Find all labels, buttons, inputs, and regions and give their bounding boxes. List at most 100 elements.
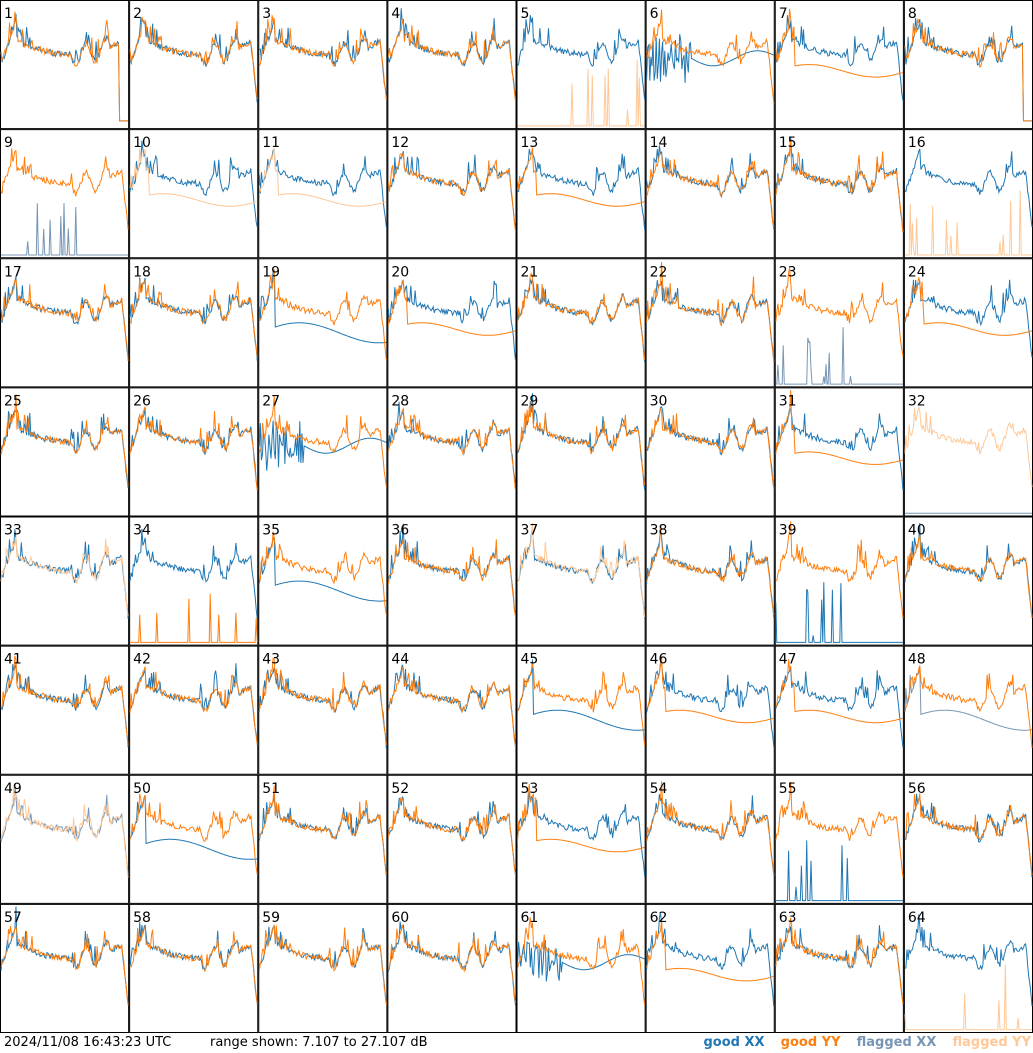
- series-xx: [904, 914, 1033, 1007]
- panel-label: 18: [133, 264, 151, 280]
- panel-frame: [774, 645, 904, 775]
- panel-label: 42: [133, 652, 151, 668]
- series-yy: [904, 665, 1033, 748]
- panel-frame: [645, 645, 775, 775]
- panel-5: 5: [516, 0, 646, 130]
- panel-label: 23: [779, 264, 797, 280]
- panel-label: 35: [262, 523, 280, 539]
- panel-28: 28: [387, 387, 517, 517]
- panel-label: 39: [779, 523, 797, 539]
- panel-33: 33: [0, 516, 130, 646]
- panel-frame: [774, 774, 904, 904]
- panel-frame: [0, 0, 130, 130]
- series-yy: [0, 655, 129, 746]
- panel-label: 14: [650, 135, 668, 151]
- panel-label: 24: [908, 264, 926, 280]
- panel-39: 39: [774, 516, 904, 646]
- panel-4: 4: [387, 0, 517, 130]
- series-yy: [904, 533, 1033, 619]
- panel-frame: [903, 645, 1033, 775]
- series-yy: [129, 279, 258, 358]
- series-yy: [517, 147, 645, 207]
- series-xx: [517, 791, 646, 877]
- panel-frame: [774, 0, 904, 130]
- panel-frame: [129, 774, 259, 904]
- panel-frame: [903, 774, 1033, 904]
- series-yy: [646, 9, 775, 104]
- panel-frame: [0, 645, 130, 775]
- panel-label: 56: [908, 781, 926, 797]
- panel-label: 34: [133, 523, 151, 539]
- series-xx: [775, 15, 904, 101]
- legend-good-yy: good YY: [780, 1035, 841, 1050]
- panel-frame: [516, 645, 646, 775]
- panel-42: 42: [129, 645, 259, 775]
- series-yy: [259, 269, 387, 361]
- series-yy: [258, 531, 387, 615]
- series-yy: [904, 277, 1033, 336]
- series-yy: [775, 8, 904, 78]
- series-yy: [904, 190, 1032, 256]
- series-yy: [0, 536, 129, 617]
- panel-label: 59: [262, 910, 280, 926]
- panel-10: 10: [129, 129, 259, 259]
- panel-frame: [645, 129, 775, 259]
- panel-frame: [258, 258, 388, 388]
- panel-label: 10: [133, 135, 151, 151]
- panel-63: 63: [774, 903, 904, 1033]
- panel-label: 28: [391, 393, 409, 409]
- panel-label: 49: [4, 781, 22, 797]
- legend-flagged-yy: flagged YY: [952, 1035, 1032, 1050]
- series-yy: [387, 18, 516, 102]
- panel-frame: [387, 387, 517, 517]
- series-yy: [646, 408, 775, 489]
- panel-frame: [387, 774, 517, 904]
- panel-label: 62: [650, 910, 668, 926]
- panel-label: 55: [779, 781, 797, 797]
- panel-frame: [0, 387, 130, 517]
- panel-frame: [645, 387, 775, 517]
- panel-frame: [129, 258, 259, 388]
- panel-label: 20: [391, 264, 409, 280]
- panel-frame: [387, 0, 517, 130]
- series-xx: [904, 148, 1033, 227]
- series-yy: [517, 663, 646, 746]
- series-yy: [775, 521, 904, 619]
- panel-label: 17: [4, 264, 22, 280]
- series-yy: [0, 148, 129, 230]
- panel-label: 27: [262, 393, 280, 409]
- panel-label: 43: [262, 652, 280, 668]
- series-yy: [129, 16, 258, 100]
- series-xx: [129, 663, 258, 746]
- panel-label: 36: [391, 523, 409, 539]
- panel-6: 6: [645, 0, 775, 130]
- panel-label: 47: [779, 652, 797, 668]
- series-yy: [775, 659, 904, 724]
- panel-label: 29: [521, 393, 539, 409]
- panel-frame: [129, 387, 259, 517]
- panel-46: 46: [645, 645, 775, 775]
- panel-label: 33: [4, 523, 22, 539]
- panel-frame: [516, 774, 646, 904]
- panel-label: 41: [4, 652, 22, 668]
- series-xx: [517, 939, 645, 982]
- panel-14: 14: [645, 129, 775, 259]
- series-yy: [0, 11, 129, 122]
- panel-label: 7: [779, 6, 788, 22]
- panel-label: 31: [779, 393, 797, 409]
- panel-frame: [516, 516, 646, 646]
- panel-frame: [516, 129, 646, 259]
- series-yy: [775, 267, 904, 357]
- panel-label: 9: [4, 135, 13, 151]
- series-yy: [387, 666, 516, 747]
- panel-label: 54: [650, 781, 668, 797]
- panel-43: 43: [258, 645, 388, 775]
- panel-23: 23: [774, 258, 904, 388]
- panel-18: 18: [129, 258, 259, 388]
- range-label: range shown: 7.107 to 27.107 dB: [210, 1035, 428, 1050]
- panel-frame: [258, 387, 388, 517]
- panel-32: 32: [903, 387, 1033, 517]
- panel-frame: [258, 774, 388, 904]
- series-xx: [904, 279, 1033, 358]
- panel-frame: [516, 0, 646, 130]
